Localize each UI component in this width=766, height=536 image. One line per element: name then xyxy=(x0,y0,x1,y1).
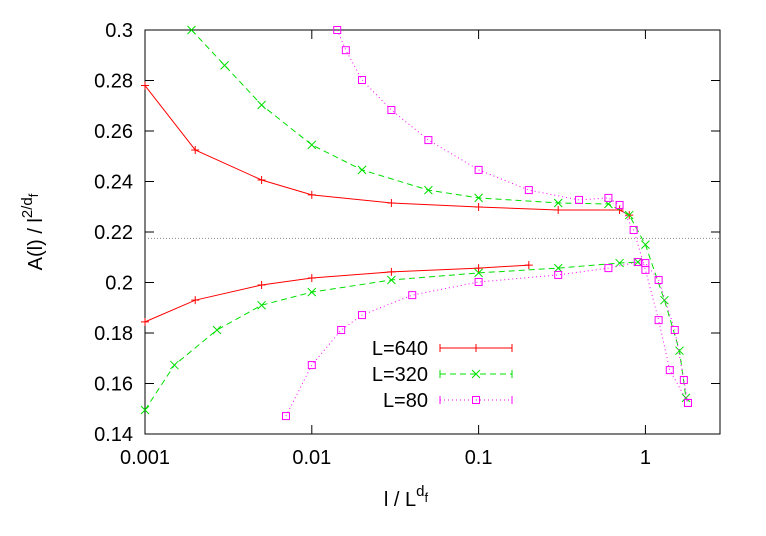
marker xyxy=(641,259,650,268)
x-axis-label-sup: d xyxy=(416,483,424,500)
marker xyxy=(524,261,533,270)
marker xyxy=(387,267,396,276)
y-axis-label-sub: f xyxy=(26,193,41,197)
x-axis-label-main: l / L xyxy=(384,489,416,511)
marker xyxy=(641,240,650,249)
marker xyxy=(141,317,149,326)
legend-label: L=320 xyxy=(372,364,428,386)
marker xyxy=(140,405,150,415)
marker xyxy=(337,325,346,334)
marker xyxy=(629,225,638,234)
y-tick-label: 0.14 xyxy=(94,424,133,446)
marker xyxy=(633,258,642,267)
marker xyxy=(604,193,613,202)
marker xyxy=(187,25,196,35)
marker xyxy=(554,206,563,215)
marker xyxy=(670,325,679,334)
marker xyxy=(633,257,643,267)
marker xyxy=(615,200,624,209)
y-axis-label: A(l) / l2/df xyxy=(19,193,47,270)
marker xyxy=(257,175,266,184)
marker xyxy=(281,412,290,421)
marker xyxy=(358,311,367,320)
series-line xyxy=(144,85,630,323)
marker xyxy=(472,344,480,352)
marker xyxy=(474,193,483,203)
marker xyxy=(471,369,481,379)
marker xyxy=(679,375,688,384)
x-tick-label: 0.1 xyxy=(465,447,493,469)
marker xyxy=(654,316,663,325)
x-axis-label-sub: f xyxy=(424,490,428,505)
marker xyxy=(341,46,350,55)
marker xyxy=(424,185,433,195)
marker xyxy=(474,268,483,278)
marker xyxy=(575,195,584,204)
marker xyxy=(474,165,483,174)
marker xyxy=(624,210,634,220)
marker xyxy=(307,190,316,199)
marker xyxy=(424,136,433,145)
x-tick-label: 1 xyxy=(640,447,651,469)
y-tick-label: 0.16 xyxy=(94,374,133,396)
y-tick-label: 0.24 xyxy=(94,172,133,194)
marker xyxy=(191,145,200,154)
marker xyxy=(524,186,533,195)
series-line xyxy=(285,29,689,417)
marker xyxy=(408,291,417,300)
marker xyxy=(257,100,266,110)
marker xyxy=(387,275,396,285)
marker xyxy=(675,346,684,356)
marker xyxy=(654,275,663,284)
plot-frame xyxy=(144,29,721,435)
marker xyxy=(257,281,266,290)
x-tick-label: 0.01 xyxy=(292,447,331,469)
marker xyxy=(683,398,692,407)
marker xyxy=(307,140,317,150)
marker xyxy=(333,26,342,34)
marker xyxy=(615,258,624,268)
marker xyxy=(474,203,483,212)
marker xyxy=(387,198,396,207)
y-tick-label: 0.28 xyxy=(94,71,133,93)
marker xyxy=(474,264,483,273)
y-tick-label: 0.22 xyxy=(94,222,133,244)
marker xyxy=(665,366,674,375)
y-tick-label: 0.3 xyxy=(105,20,133,42)
marker xyxy=(660,295,669,305)
marker xyxy=(387,106,396,115)
marker xyxy=(307,273,316,282)
marker xyxy=(553,263,563,273)
y-axis-label-main: A(l) / l xyxy=(25,218,47,270)
y-tick-label: 0.26 xyxy=(94,121,133,143)
marker xyxy=(220,60,229,70)
marker xyxy=(641,265,650,274)
x-axis-label: l / Ldf xyxy=(384,483,429,511)
marker xyxy=(604,264,613,273)
legend-label: L=640 xyxy=(372,338,428,360)
marker xyxy=(191,296,200,305)
marker xyxy=(681,393,691,403)
y-tick-label: 0.18 xyxy=(94,323,133,345)
marker xyxy=(307,361,316,370)
x-tick-label: 0.001 xyxy=(120,447,170,469)
marker xyxy=(474,277,483,286)
marker xyxy=(212,325,222,335)
y-tick-label: 0.2 xyxy=(105,273,133,295)
marker xyxy=(307,287,317,297)
legend-label: L=80 xyxy=(383,390,428,412)
marker xyxy=(141,81,149,90)
marker xyxy=(257,300,266,310)
marker xyxy=(357,165,367,175)
marker xyxy=(554,270,563,279)
marker xyxy=(358,75,367,84)
marker xyxy=(553,198,563,208)
marker xyxy=(472,396,480,404)
series-line xyxy=(144,29,687,411)
y-axis-label-sup: 2/d xyxy=(19,197,36,218)
marker xyxy=(170,360,179,370)
